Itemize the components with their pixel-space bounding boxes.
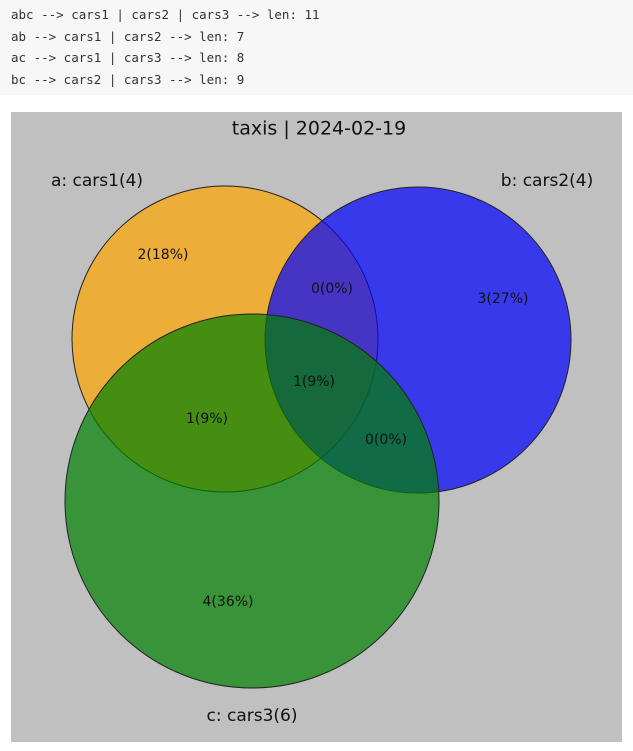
- output-line: bc --> cars2 | cars3 --> len: 9: [11, 71, 245, 87]
- set-label: c: cars3(6): [207, 706, 298, 726]
- region-label: 1(9%): [186, 411, 228, 427]
- set-circle: [64, 313, 440, 689]
- region-label: 4(36%): [203, 594, 254, 610]
- region-label: 1(9%): [293, 374, 335, 390]
- region-label: 2(18%): [138, 247, 189, 263]
- chart-title: taxis | 2024-02-19: [232, 118, 406, 140]
- set-label: b: cars2(4): [501, 171, 593, 191]
- region-label: 0(0%): [365, 432, 407, 448]
- set-label: a: cars1(4): [51, 171, 143, 191]
- output-line: ac --> cars1 | cars3 --> len: 8: [11, 50, 245, 65]
- output-area: abc --> cars1 | cars2 | cars3 --> len: 1…: [0, 0, 633, 95]
- region-label: 3(27%): [478, 291, 529, 307]
- region-label: 0(0%): [311, 281, 353, 297]
- output-line: ab --> cars1 | cars2 --> len: 7: [11, 28, 245, 44]
- output-line: abc --> cars1 | cars2 | cars3 --> len: 1…: [11, 7, 320, 22]
